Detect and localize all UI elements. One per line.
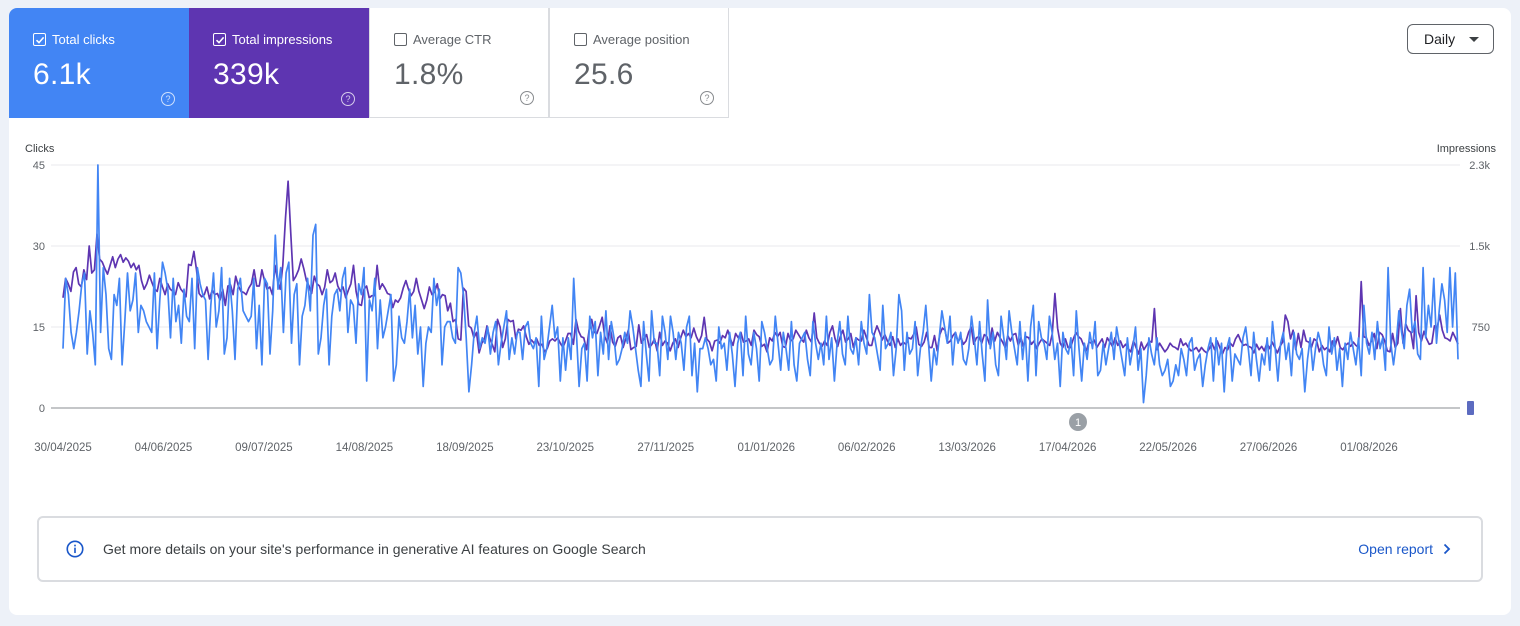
annotation-marker-label: 1 bbox=[1075, 417, 1081, 429]
x-axis-tick-label: 06/02/2026 bbox=[838, 442, 896, 454]
metric-value: 339k bbox=[213, 58, 280, 91]
x-axis-tick-label: 14/08/2025 bbox=[336, 442, 394, 454]
checkbox-unchecked-icon[interactable] bbox=[394, 33, 407, 46]
metric-value: 25.6 bbox=[574, 58, 634, 91]
checkbox-checked-icon[interactable] bbox=[33, 33, 46, 46]
performance-chart: 0 15 30 45 750 1.5k 2.3k Clicks Impressions 30/04… bbox=[25, 143, 1497, 454]
chevron-right-icon bbox=[1443, 543, 1451, 555]
x-axis-tick-label: 04/06/2025 bbox=[135, 442, 193, 454]
period-dropdown[interactable]: Daily bbox=[1407, 24, 1494, 54]
banner-message: Get more details on your site's performa… bbox=[103, 541, 646, 557]
x-axis-tick-label: 01/08/2026 bbox=[1340, 442, 1398, 454]
left-axis-tick-label: 0 bbox=[39, 403, 45, 415]
metric-label: Average position bbox=[593, 32, 690, 47]
metric-value: 6.1k bbox=[33, 58, 91, 91]
ai-features-banner: Get more details on your site's performa… bbox=[37, 516, 1483, 582]
zoom-handle[interactable] bbox=[1467, 401, 1474, 415]
right-axis-tick-label: 2.3k bbox=[1469, 160, 1490, 172]
metric-tiles: Total clicks 6.1k ? Total impressions 33… bbox=[9, 8, 729, 118]
left-axis-tick-label: 30 bbox=[33, 241, 45, 253]
x-axis-tick-label: 30/04/2025 bbox=[34, 442, 92, 454]
right-axis-title: Impressions bbox=[1437, 143, 1497, 155]
help-icon[interactable]: ? bbox=[520, 91, 534, 105]
checkbox-checked-icon[interactable] bbox=[213, 33, 226, 46]
left-axis-title: Clicks bbox=[25, 143, 55, 155]
period-dropdown-value: Daily bbox=[1424, 31, 1456, 47]
x-axis-tick-label: 23/10/2025 bbox=[537, 442, 595, 454]
left-axis-tick-label: 15 bbox=[33, 322, 45, 334]
x-axis-tick-label: 27/06/2026 bbox=[1240, 442, 1298, 454]
metric-tile-average-position[interactable]: Average position 25.6 ? bbox=[549, 8, 729, 118]
metric-label: Average CTR bbox=[413, 32, 492, 47]
performance-card: Total clicks 6.1k ? Total impressions 33… bbox=[9, 8, 1511, 615]
x-axis-tick-label: 22/05/2026 bbox=[1139, 442, 1197, 454]
metric-value: 1.8% bbox=[394, 58, 464, 91]
checkbox-unchecked-icon[interactable] bbox=[574, 33, 587, 46]
help-icon[interactable]: ? bbox=[161, 92, 175, 106]
info-icon bbox=[66, 540, 84, 558]
open-report-label: Open report bbox=[1358, 541, 1433, 557]
metric-tile-average-ctr[interactable]: Average CTR 1.8% ? bbox=[369, 8, 549, 118]
metric-tile-total-clicks[interactable]: Total clicks 6.1k ? bbox=[9, 8, 189, 118]
help-icon[interactable]: ? bbox=[341, 92, 355, 106]
x-axis-tick-label: 01/01/2026 bbox=[737, 442, 795, 454]
right-axis-tick-label: 1.5k bbox=[1469, 241, 1490, 253]
x-axis-tick-label: 09/07/2025 bbox=[235, 442, 293, 454]
dropdown-caret-icon bbox=[1469, 37, 1479, 42]
x-axis-tick-label: 27/11/2025 bbox=[637, 442, 694, 454]
x-axis-tick-label: 18/09/2025 bbox=[436, 442, 494, 454]
help-icon[interactable]: ? bbox=[700, 91, 714, 105]
x-axis-tick-label: 13/03/2026 bbox=[938, 442, 996, 454]
open-report-link[interactable]: Open report bbox=[1358, 541, 1451, 557]
series-line-clicks bbox=[62, 164, 1459, 404]
metric-label: Total impressions bbox=[232, 32, 333, 47]
right-axis-tick-label: 750 bbox=[1472, 322, 1490, 334]
metric-tile-total-impressions[interactable]: Total impressions 339k ? bbox=[189, 8, 369, 118]
annotation-marker[interactable] bbox=[1069, 413, 1087, 431]
metric-label: Total clicks bbox=[52, 32, 115, 47]
x-axis-tick-label: 17/04/2026 bbox=[1039, 442, 1097, 454]
left-axis-tick-label: 45 bbox=[33, 160, 45, 172]
